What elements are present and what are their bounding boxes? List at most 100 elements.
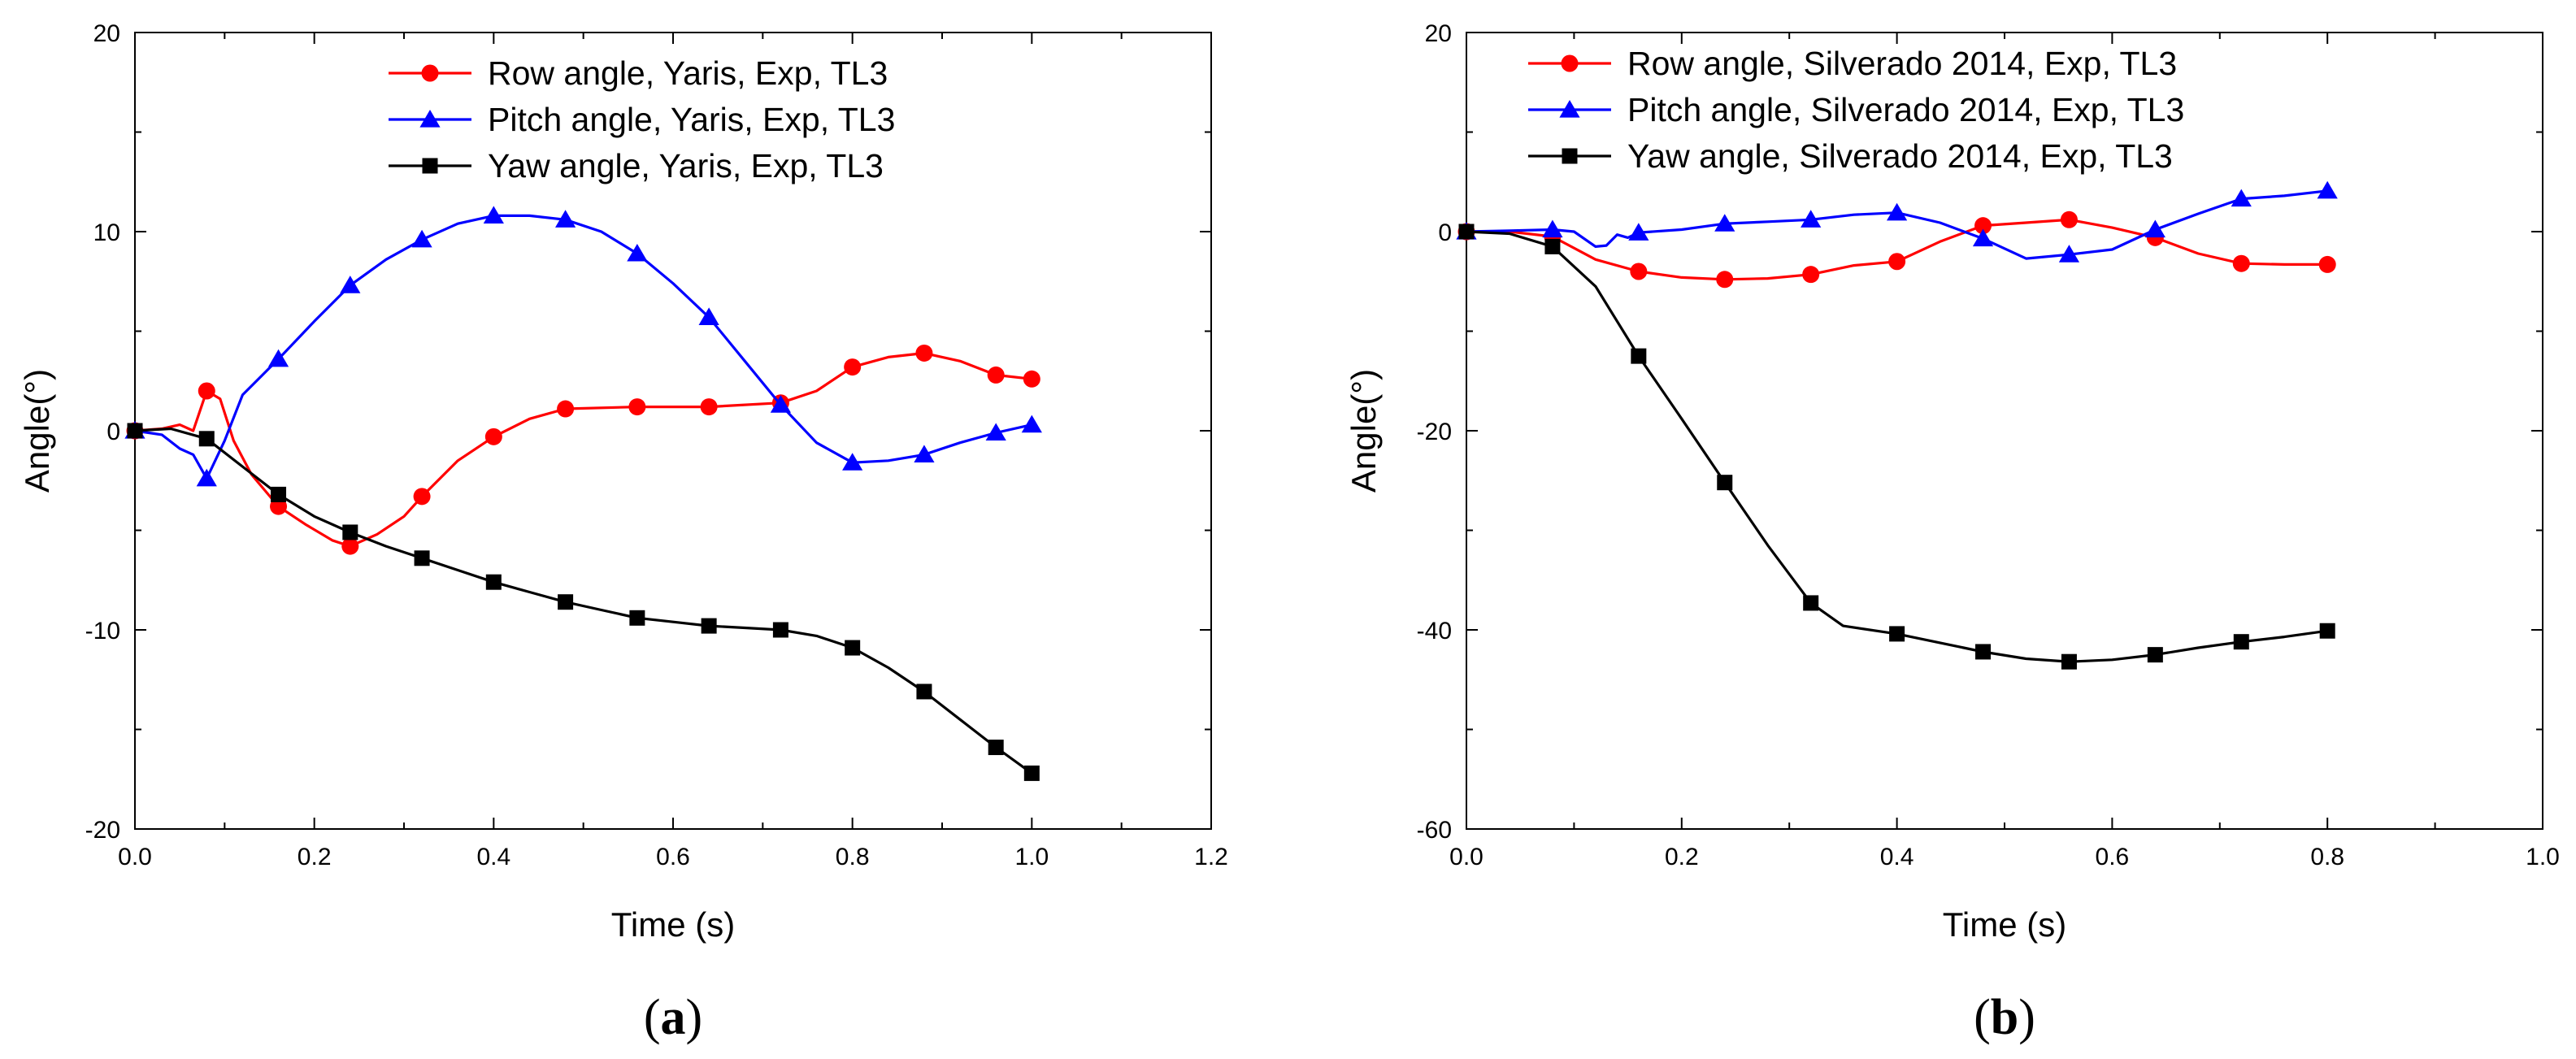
series-line-pitch-angle-yaris-exp-tl3	[133, 214, 1033, 480]
data-point-row-angle-yaris-exp-tl3-8	[700, 398, 718, 416]
chart-panel-a: 0.0 0.2 0.4 0.6 0.8 1.0 1.2 -20 -10 0 10 20 Time (s)…	[18, 20, 1228, 1045]
data-point-pitch-angle-yaris-exp-tl3-3	[340, 276, 361, 293]
data-point-row-angle-yaris-exp-tl3-12	[987, 366, 1005, 384]
data-point-yaw-angle-yaris-exp-tl3-1	[198, 431, 215, 447]
y-tick-label-b-2: -20	[1417, 419, 1452, 445]
data-point-row-angle-silverado-2014-exp-tl3-7	[2060, 210, 2078, 228]
series-line-pitch-angle-silverado-2014-exp-tl3	[1465, 189, 2329, 260]
legend-label-pitch-angle-silverado-2014-exp-tl3: Pitch angle, Silverado 2014, Exp, TL3	[1627, 91, 2184, 128]
panel-label-b: (b)	[1974, 990, 2035, 1045]
legend-marker-yaw-angle-silverado-2014-exp-tl3	[1562, 148, 1578, 164]
legend-label-pitch-angle-yaris-exp-tl3: Pitch angle, Yaris, Exp, TL3	[488, 101, 895, 138]
data-point-yaw-angle-yaris-exp-tl3-11	[916, 684, 932, 700]
data-point-yaw-angle-silverado-2014-exp-tl3-1	[1544, 238, 1561, 254]
data-point-yaw-angle-yaris-exp-tl3-12	[988, 740, 1004, 756]
x-axis-title-b: Time (s)	[1943, 905, 2066, 944]
data-point-pitch-angle-yaris-exp-tl3-8	[698, 307, 719, 325]
data-point-pitch-angle-yaris-exp-tl3-11	[914, 445, 935, 462]
data-point-row-angle-silverado-2014-exp-tl3-4	[1802, 266, 1820, 284]
chart-panel-b: 0.0 0.2 0.4 0.6 0.8 1.0 -60 -40 -20 0 20 Time (s) An…	[1344, 20, 2560, 1045]
data-point-yaw-angle-silverado-2014-exp-tl3-2	[1631, 348, 1647, 364]
data-point-yaw-angle-silverado-2014-exp-tl3-10	[2319, 623, 2335, 639]
data-point-yaw-angle-silverado-2014-exp-tl3-4	[1803, 595, 1819, 611]
x-tick-label-b-5: 1.0	[2526, 844, 2560, 870]
x-tick-label-a-1: 0.2	[298, 844, 332, 870]
y-tick-label-a-2: 0	[106, 419, 120, 445]
series-line-yaw-angle-yaris-exp-tl3	[133, 427, 1033, 775]
x-tick-label-b-1: 0.2	[1665, 844, 1699, 870]
data-point-row-angle-silverado-2014-exp-tl3-5	[1888, 253, 1906, 271]
data-point-pitch-angle-yaris-exp-tl3-13	[1021, 414, 1042, 433]
legend-marker-pitch-angle-yaris-exp-tl3	[419, 110, 441, 128]
data-point-pitch-angle-silverado-2014-exp-tl3-8	[2144, 219, 2165, 238]
data-point-yaw-angle-silverado-2014-exp-tl3-0	[1458, 224, 1475, 240]
data-point-row-angle-yaris-exp-tl3-5	[484, 428, 502, 445]
legend-marker-row-angle-yaris-exp-tl3	[421, 64, 439, 82]
y-tick-label-a-1: -10	[85, 618, 120, 645]
data-point-pitch-angle-yaris-exp-tl3-12	[985, 423, 1006, 441]
y-axis-title-b: Angle(°)	[1344, 369, 1383, 493]
data-point-yaw-angle-yaris-exp-tl3-3	[342, 524, 358, 540]
series-line-row-angle-silverado-2014-exp-tl3	[1465, 218, 2329, 281]
x-tick-label-a-6: 1.2	[1194, 844, 1228, 870]
data-point-yaw-angle-silverado-2014-exp-tl3-7	[2061, 653, 2077, 670]
data-point-row-angle-silverado-2014-exp-tl3-6	[1974, 217, 1992, 235]
data-point-yaw-angle-yaris-exp-tl3-10	[845, 640, 861, 656]
data-point-row-angle-yaris-exp-tl3-4	[413, 488, 431, 506]
data-point-yaw-angle-yaris-exp-tl3-5	[485, 574, 502, 590]
legend-marker-row-angle-silverado-2014-exp-tl3	[1561, 54, 1579, 72]
x-tick-label-a-5: 1.0	[1014, 844, 1049, 870]
x-tick-label-a-4: 0.8	[836, 844, 870, 870]
legend-label-yaw-angle-yaris-exp-tl3: Yaw angle, Yaris, Exp, TL3	[488, 147, 884, 184]
data-point-pitch-angle-yaris-exp-tl3-6	[555, 210, 576, 228]
data-point-pitch-angle-yaris-exp-tl3-5	[483, 206, 504, 224]
legend-marker-yaw-angle-yaris-exp-tl3	[422, 158, 438, 174]
data-point-pitch-angle-yaris-exp-tl3-2	[267, 349, 289, 367]
series-line-yaw-angle-silverado-2014-exp-tl3	[1465, 230, 2329, 663]
data-point-row-angle-yaris-exp-tl3-7	[628, 398, 646, 416]
data-point-yaw-angle-silverado-2014-exp-tl3-9	[2233, 634, 2249, 650]
data-point-row-angle-silverado-2014-exp-tl3-2	[1630, 263, 1648, 280]
data-point-row-angle-yaris-exp-tl3-11	[915, 344, 933, 362]
data-point-row-angle-silverado-2014-exp-tl3-10	[2318, 255, 2336, 273]
data-point-row-angle-silverado-2014-exp-tl3-9	[2232, 254, 2250, 272]
data-point-yaw-angle-silverado-2014-exp-tl3-6	[1975, 644, 1992, 660]
data-point-yaw-angle-yaris-exp-tl3-8	[701, 618, 717, 634]
x-tick-label-b-0: 0.0	[1449, 844, 1483, 870]
panel-label-a: (a)	[644, 990, 702, 1045]
y-axis-title-a: Angle(°)	[18, 369, 56, 493]
data-point-yaw-angle-silverado-2014-exp-tl3-5	[1889, 626, 1905, 642]
data-point-row-angle-yaris-exp-tl3-6	[557, 400, 575, 418]
data-point-pitch-angle-yaris-exp-tl3-7	[627, 243, 648, 262]
y-tick-label-b-4: 20	[1425, 20, 1452, 47]
data-point-pitch-angle-silverado-2014-exp-tl3-9	[2231, 189, 2252, 207]
legend-marker-pitch-angle-silverado-2014-exp-tl3	[1559, 100, 1580, 118]
data-point-yaw-angle-silverado-2014-exp-tl3-8	[2147, 647, 2163, 663]
legend-label-row-angle-yaris-exp-tl3: Row angle, Yaris, Exp, TL3	[488, 54, 888, 92]
data-point-pitch-angle-silverado-2014-exp-tl3-4	[1801, 210, 1822, 228]
y-tick-label-a-0: -20	[85, 817, 120, 844]
data-point-pitch-angle-silverado-2014-exp-tl3-6	[1972, 228, 1994, 247]
y-tick-label-a-4: 20	[93, 20, 120, 47]
data-point-yaw-angle-yaris-exp-tl3-9	[772, 622, 788, 638]
data-point-row-angle-yaris-exp-tl3-10	[844, 358, 862, 376]
data-point-yaw-angle-yaris-exp-tl3-4	[414, 550, 430, 566]
data-point-yaw-angle-silverado-2014-exp-tl3-3	[1717, 475, 1733, 491]
data-point-pitch-angle-silverado-2014-exp-tl3-3	[1714, 214, 1735, 232]
x-tick-label-b-2: 0.4	[1880, 844, 1914, 870]
x-tick-label-a-3: 0.6	[656, 844, 690, 870]
legend-label-row-angle-silverado-2014-exp-tl3: Row angle, Silverado 2014, Exp, TL3	[1627, 45, 2177, 82]
data-point-pitch-angle-silverado-2014-exp-tl3-5	[1887, 202, 1908, 221]
data-point-pitch-angle-yaris-exp-tl3-4	[411, 229, 432, 248]
x-tick-label-a-2: 0.4	[476, 844, 510, 870]
data-point-yaw-angle-yaris-exp-tl3-6	[558, 594, 574, 610]
data-point-yaw-angle-yaris-exp-tl3-13	[1023, 765, 1040, 781]
x-tick-label-b-3: 0.6	[2096, 844, 2130, 870]
data-point-pitch-angle-yaris-exp-tl3-9	[770, 395, 791, 413]
data-point-row-angle-yaris-exp-tl3-1	[198, 382, 215, 400]
y-tick-label-b-3: 0	[1438, 219, 1452, 246]
data-point-row-angle-yaris-exp-tl3-13	[1023, 370, 1040, 388]
data-point-pitch-angle-silverado-2014-exp-tl3-2	[1628, 223, 1649, 241]
data-point-pitch-angle-yaris-exp-tl3-1	[196, 468, 217, 487]
